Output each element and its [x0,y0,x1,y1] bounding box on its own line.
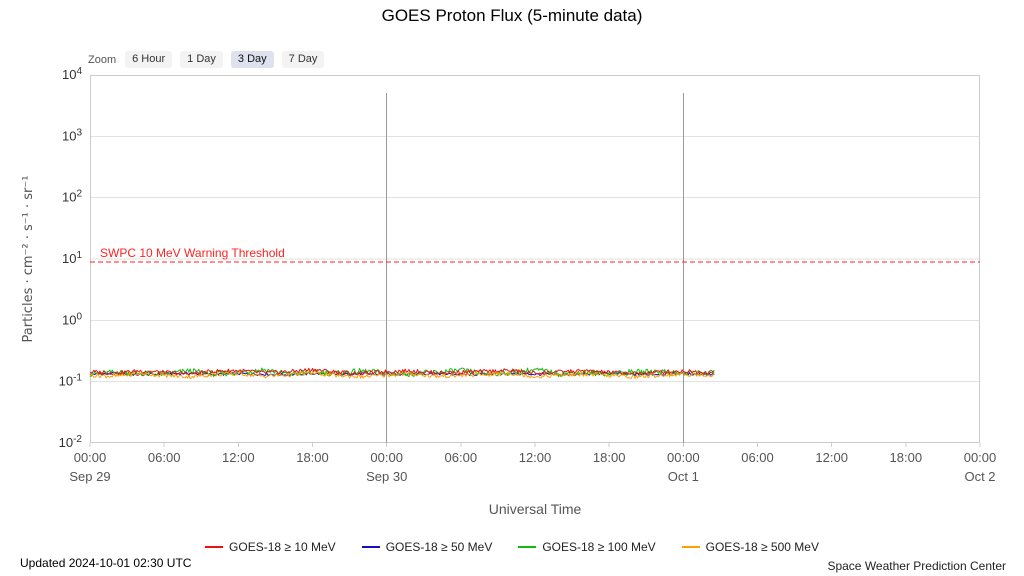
threshold-label: SWPC 10 MeV Warning Threshold [100,246,285,260]
legend-swatch [681,546,700,548]
legend-item-goes-18-100-mev[interactable]: GOES-18 ≥ 100 MeV [518,540,656,554]
legend-label: GOES-18 ≥ 100 MeV [542,540,656,554]
zoom-buttons: 6 Hour 1 Day 3 Day 7 Day [125,51,325,68]
y-tick-label: 100 [62,311,82,327]
legend-swatch [518,546,537,548]
legend-swatch [205,546,224,548]
y-tick-label: 103 [62,127,82,143]
legend-label: GOES-18 ≥ 50 MeV [385,540,493,554]
x-axis-title: Universal Time [488,501,582,517]
series-line-goes-18-100-mev [89,367,715,378]
x-day-label-sep-29: Sep 29 [69,469,110,484]
x-tick-label: 00:00 [964,450,997,465]
plot-border [90,75,980,443]
x-tick-label: 12:00 [815,450,848,465]
series-line-goes-18-500-mev [89,371,715,380]
y-tick-label: 102 [62,189,82,205]
zoom-button-6-hour[interactable]: 6 Hour [125,51,173,68]
x-tick-label: 06:00 [741,450,774,465]
series-line-goes-18-10-mev [89,367,715,377]
x-tick-label: 00:00 [74,450,107,465]
x-tick-label: 12:00 [222,450,255,465]
x-day-label-sep-30: Sep 30 [366,469,407,484]
credit-text: Space Weather Prediction Center [827,559,1006,573]
legend-label: GOES-18 ≥ 500 MeV [705,540,819,554]
x-day-label-oct-2: Oct 2 [964,469,995,484]
zoom-button-3-day[interactable]: 3 Day [230,51,274,68]
legend-label: GOES-18 ≥ 10 MeV [229,540,336,554]
legend-item-goes-18-50-mev[interactable]: GOES-18 ≥ 50 MeV [361,540,493,554]
legend: GOES-18 ≥ 10 MeV GOES-18 ≥ 50 MeV GOES-18 … [0,540,1024,554]
zoom-label: Zoom [88,53,117,66]
x-tick-label: 18:00 [890,450,923,465]
x-tick-label: 00:00 [370,450,403,465]
y-axis-title: Particles · cm⁻² · s⁻¹ · sr⁻¹ [21,175,36,343]
x-day-label-oct-1: Oct 1 [668,469,699,484]
x-tick-label: 06:00 [445,450,478,465]
chart-title: GOES Proton Flux (5-minute data) [381,6,643,25]
y-tick-label: 10-1 [59,373,83,389]
updated-timestamp: Updated 2024-10-01 02:30 UTC [20,556,192,570]
x-tick-label: 12:00 [519,450,552,465]
zoom-bar: Zoom 6 Hour 1 Day 3 Day 7 Day [88,51,325,68]
legend-item-goes-18-500-mev[interactable]: GOES-18 ≥ 500 MeV [681,540,819,554]
y-tick-label: 10-2 [59,434,83,450]
zoom-button-1-day[interactable]: 1 Day [180,51,223,68]
x-tick-label: 00:00 [667,450,700,465]
y-tick-label: 101 [62,250,82,266]
y-tick-label: 104 [62,66,82,82]
x-tick-label: 06:00 [148,450,181,465]
x-tick-label: 18:00 [296,450,329,465]
zoom-button-7-day[interactable]: 7 Day [281,51,325,68]
legend-item-goes-18-10-mev[interactable]: GOES-18 ≥ 10 MeV [205,540,336,554]
x-tick-label: 18:00 [593,450,626,465]
legend-swatch [361,546,380,548]
